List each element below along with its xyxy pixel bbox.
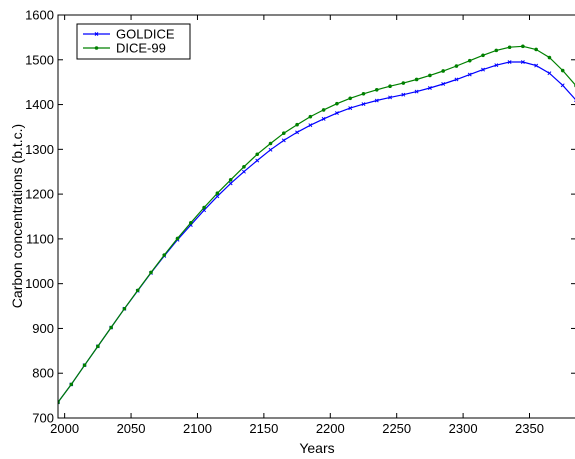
x-tick-label: 2100: [183, 421, 212, 436]
data-point: [348, 106, 353, 111]
data-point: [547, 55, 552, 60]
data-point: [388, 84, 392, 88]
data-point: [534, 47, 538, 52]
data-point: [428, 73, 432, 78]
data-point: [361, 102, 366, 107]
data-point: [454, 64, 459, 68]
y-tick-label: 1100: [26, 231, 54, 246]
legend-label: DICE-99: [116, 41, 166, 56]
y-tick-label: 1400: [25, 97, 54, 112]
data-point: [361, 92, 366, 96]
data-point: [162, 253, 167, 257]
y-tick-label: 1200: [25, 187, 54, 202]
data-point: [547, 71, 552, 76]
data-point: [242, 164, 246, 169]
x-tick-label: 2000: [50, 421, 79, 436]
data-point: [268, 147, 273, 152]
y-tick-label: 1300: [25, 142, 54, 157]
data-point: [520, 60, 525, 64]
data-point: [414, 77, 419, 82]
data-point: [414, 89, 419, 94]
y-tick-label: 1000: [25, 276, 54, 291]
data-point: [441, 69, 445, 73]
data-point: [281, 138, 286, 143]
plot-area: [58, 15, 575, 418]
y-tick-label: 1500: [25, 52, 54, 67]
data-point: [228, 177, 233, 182]
data-point: [374, 98, 379, 103]
data-point: [215, 194, 220, 199]
data-point: [308, 123, 313, 128]
data-point: [334, 111, 339, 116]
data-point: [348, 96, 353, 101]
axes-layer: 2000 2050 2100 2150 2200 2250 2300 2350 700 800 90…: [25, 8, 575, 436]
data-point: [321, 108, 326, 112]
series-layer: [58, 44, 575, 405]
data-point: [241, 169, 246, 174]
x-tick-label: 2200: [316, 421, 345, 436]
x-tick-label: 2050: [117, 421, 146, 436]
data-point: [441, 82, 446, 86]
data-point: [560, 83, 565, 88]
data-point: [481, 67, 485, 72]
data-point: [189, 220, 193, 225]
legend-entry: GOLDICE: [83, 27, 175, 42]
x-axis-label: Years: [299, 440, 334, 456]
data-point: [215, 191, 220, 196]
data-point: [467, 72, 472, 77]
data-point: [135, 288, 140, 293]
y-tick-label: 900: [32, 321, 54, 336]
data-point: [401, 92, 406, 97]
y-tick-label: 1600: [25, 8, 54, 23]
data-point: [122, 306, 127, 311]
data-point: [82, 363, 87, 367]
data-point: [335, 101, 339, 106]
x-tick-label: 2350: [515, 421, 544, 436]
data-point: [374, 87, 379, 92]
data-point: [255, 158, 260, 163]
data-point: [202, 205, 206, 210]
data-point: [560, 68, 565, 73]
data-point: [467, 58, 472, 63]
data-point: [268, 141, 273, 146]
data-point: [507, 60, 512, 64]
data-point: [281, 131, 286, 136]
data-point: [388, 95, 393, 100]
legend-entry: DICE-99: [83, 41, 166, 56]
data-point: [534, 63, 539, 68]
data-point: [494, 48, 499, 53]
x-tick-label: 2300: [449, 421, 478, 436]
data-point: [295, 122, 299, 127]
data-point: [454, 77, 459, 82]
data-point: [149, 270, 153, 275]
data-point: [228, 181, 233, 186]
data-point: [308, 114, 313, 119]
series-line-dice-99: [58, 45, 575, 403]
data-point: [69, 382, 74, 387]
y-tick-label: 800: [32, 366, 54, 381]
x-tick-label: 2150: [249, 421, 278, 436]
x-tick-label: 2250: [382, 421, 411, 436]
data-point: [494, 63, 499, 68]
data-point: [481, 53, 485, 58]
legend-label: GOLDICE: [116, 27, 175, 42]
data-point: [109, 325, 113, 330]
data-point: [295, 130, 300, 135]
data-point: [507, 45, 512, 50]
data-point: [175, 236, 180, 241]
axes-frame: [57, 14, 575, 419]
data-point: [521, 44, 525, 49]
data-point: [255, 152, 260, 157]
y-axis-label: Carbon concentrations (b.t.c.): [9, 124, 25, 308]
y-tick-label: 700: [32, 411, 54, 426]
data-point: [321, 116, 326, 121]
data-point: [96, 344, 100, 349]
data-point: [427, 86, 432, 90]
data-point: [401, 81, 406, 85]
legend-box: [76, 23, 191, 60]
